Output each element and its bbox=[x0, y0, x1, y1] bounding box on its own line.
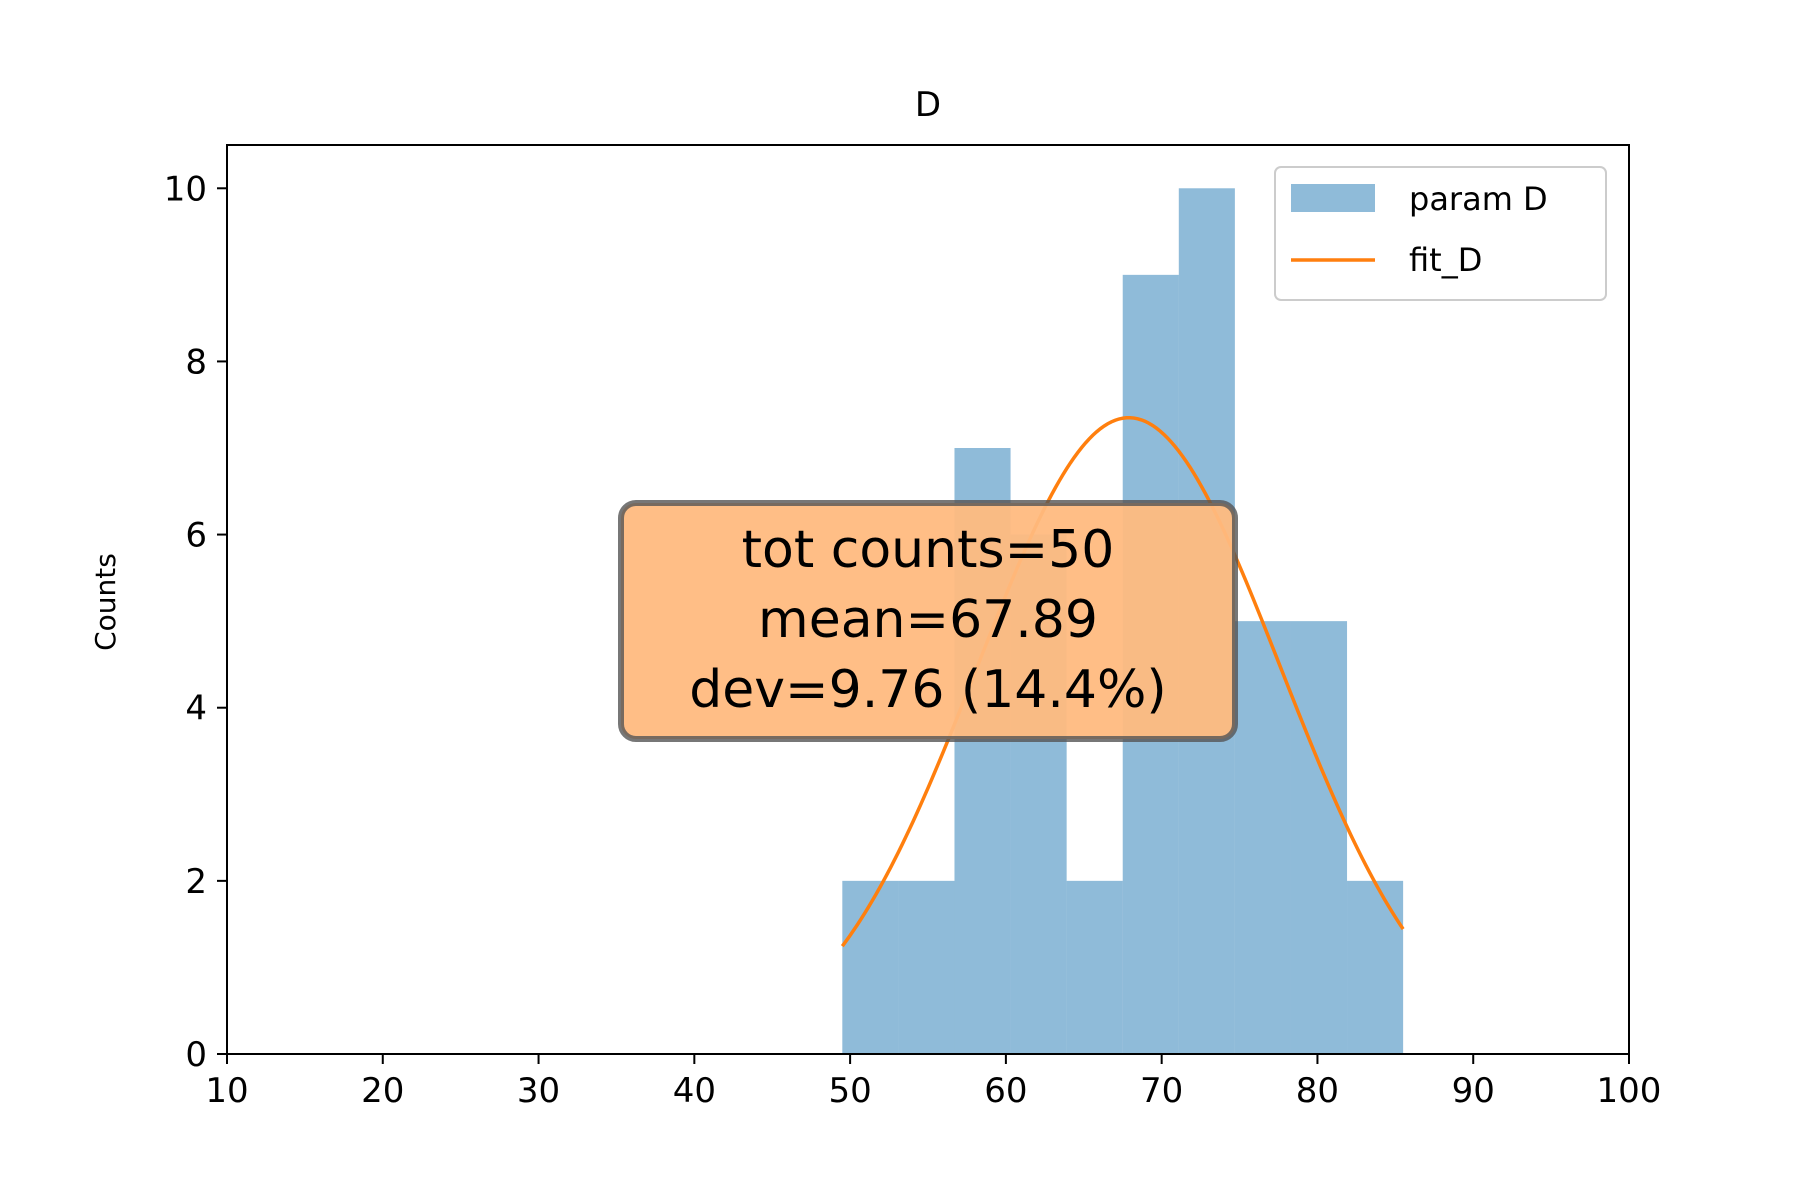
stats-line-counts: tot counts=50 bbox=[742, 520, 1115, 580]
x-tick-label: 40 bbox=[673, 1071, 716, 1111]
histogram-bar-10 bbox=[1347, 880, 1404, 1054]
x-tick-label: 80 bbox=[1296, 1071, 1339, 1111]
legend-swatch-param-d bbox=[1291, 184, 1375, 212]
y-axis-label: Counts bbox=[89, 553, 122, 651]
legend-label-param-d: param D bbox=[1409, 180, 1548, 218]
y-tick-label: 10 bbox=[164, 169, 207, 209]
histogram-bar-9 bbox=[1290, 621, 1348, 1054]
legend: param D fit_D bbox=[1274, 166, 1607, 301]
x-tick-label: 70 bbox=[1140, 1071, 1183, 1111]
y-tick-label: 4 bbox=[185, 689, 207, 729]
y-tick-label: 2 bbox=[185, 862, 207, 902]
stats-annotation: tot counts=50 mean=67.89 dev=9.76 (14.4%… bbox=[618, 500, 1238, 742]
x-axis-ticks: 10 20 30 40 50 60 70 80 90 100 bbox=[205, 1054, 1661, 1111]
x-tick-label: 30 bbox=[517, 1071, 560, 1111]
x-tick-label: 20 bbox=[361, 1071, 404, 1111]
histogram-bar-2 bbox=[898, 880, 955, 1054]
stats-box bbox=[618, 500, 1238, 742]
x-tick-label: 50 bbox=[828, 1071, 871, 1111]
x-tick-label: 60 bbox=[984, 1071, 1027, 1111]
histogram-bar-8 bbox=[1234, 621, 1291, 1054]
chart-title: D bbox=[915, 85, 941, 125]
stats-line-mean: mean=67.89 bbox=[758, 590, 1098, 650]
fit-curve bbox=[840, 415, 1405, 948]
y-tick-label: 6 bbox=[185, 516, 207, 556]
y-tick-label: 8 bbox=[185, 342, 207, 382]
plot-frame bbox=[226, 144, 1630, 1055]
histogram-bar-5 bbox=[1066, 880, 1123, 1054]
y-axis-ticks: 0 2 4 6 8 10 bbox=[164, 169, 227, 1075]
legend-label-fit-d: fit_D bbox=[1409, 241, 1482, 279]
histogram-bar-1 bbox=[842, 880, 899, 1054]
x-tick-label: 90 bbox=[1452, 1071, 1495, 1111]
x-tick-label: 10 bbox=[205, 1071, 248, 1111]
y-tick-label: 0 bbox=[185, 1035, 207, 1075]
x-tick-label: 100 bbox=[1597, 1071, 1662, 1111]
stats-line-dev: dev=9.76 (14.4%) bbox=[689, 660, 1166, 720]
